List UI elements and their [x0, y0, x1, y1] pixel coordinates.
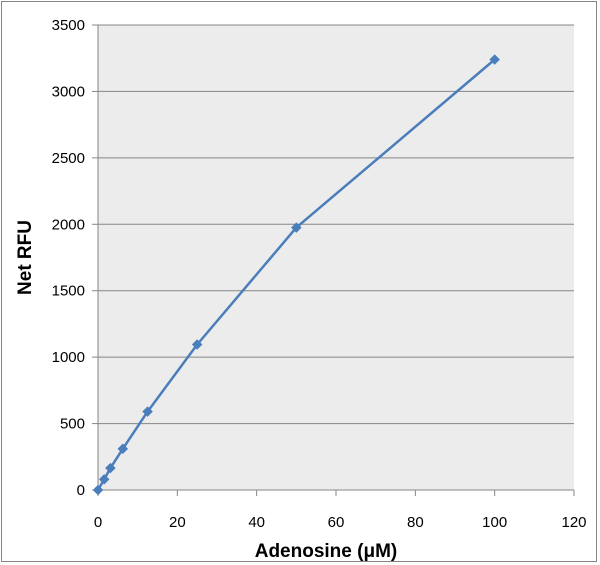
- x-tick-label-60: 60: [328, 514, 345, 531]
- y-tick-label-1500: 1500: [52, 283, 85, 300]
- x-tick-label-80: 80: [407, 514, 424, 531]
- y-tick-label-2000: 2000: [52, 216, 85, 233]
- x-tick-label-120: 120: [561, 514, 586, 531]
- y-tick-label-3500: 3500: [52, 17, 85, 34]
- y-tick-label-0: 0: [77, 482, 85, 499]
- y-tick-labels: 0 500 1000 1500 2000 2500 3000 3500: [52, 17, 85, 499]
- data-point-0-4: [142, 406, 153, 417]
- data-point-0-0: [92, 484, 104, 496]
- axes: [97, 25, 574, 491]
- y-tick-label-3000: 3000: [52, 83, 85, 100]
- grid-lines: [92, 24, 575, 496]
- data-point-0-7: [489, 54, 501, 65]
- y-tick-label-500: 500: [60, 416, 85, 433]
- series-group: [92, 54, 501, 496]
- data-point-0-3: [117, 443, 129, 455]
- x-tick-labels: 0 20 40 60 80 100 120: [94, 514, 587, 531]
- data-point-0-2: [105, 462, 116, 474]
- x-tick-label-20: 20: [169, 514, 186, 531]
- x-tick-label-0: 0: [94, 514, 102, 531]
- y-tick-label-1000: 1000: [52, 349, 85, 366]
- y-axis-title: Net RFU: [15, 220, 36, 295]
- data-point-0-6: [290, 222, 302, 233]
- x-tick-label-40: 40: [248, 514, 265, 531]
- x-axis-title: Adenosine (μM): [255, 541, 398, 562]
- data-point-0-5: [191, 339, 203, 350]
- data-point-0-1: [98, 474, 110, 485]
- plot-area: [98, 25, 574, 490]
- x-tick-label-100: 100: [482, 514, 507, 531]
- y-tick-label-2500: 2500: [52, 150, 85, 167]
